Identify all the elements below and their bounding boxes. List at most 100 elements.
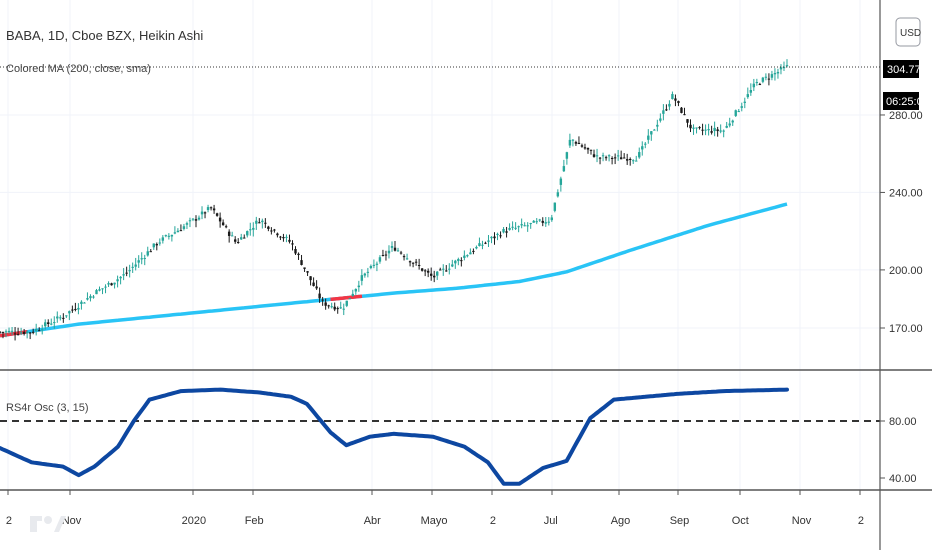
candle-down xyxy=(665,109,668,111)
candle-down xyxy=(689,124,692,129)
osc-line xyxy=(0,387,789,486)
candle-up xyxy=(366,271,370,273)
candle-up xyxy=(137,260,140,263)
candle-up xyxy=(707,129,710,131)
candle-up xyxy=(19,332,23,334)
candle-up xyxy=(728,123,731,126)
candle-up xyxy=(659,118,662,121)
candle-up xyxy=(360,275,364,281)
candles xyxy=(0,59,789,341)
candle-down xyxy=(592,154,596,157)
candle-down xyxy=(484,242,487,244)
candle-down xyxy=(580,145,584,147)
candle-down xyxy=(433,275,436,278)
price-axis[interactable]: 170.00 200.00 240.00 280.00 40.00 80.00 xyxy=(880,110,923,485)
candle-up xyxy=(372,264,376,266)
candle-up xyxy=(463,255,466,258)
time-tick-label: Jul xyxy=(544,515,558,527)
candle-down xyxy=(716,129,719,132)
osc-tick-label: 80.00 xyxy=(889,416,917,428)
candle-up xyxy=(80,301,83,304)
candle-up xyxy=(173,232,177,234)
candle-down xyxy=(1,332,5,334)
candle-down xyxy=(276,233,279,236)
candle-down xyxy=(110,283,113,286)
candle-down xyxy=(426,270,430,273)
candle-up xyxy=(357,285,361,288)
currency-button[interactable] xyxy=(895,17,921,47)
candle-up xyxy=(638,152,641,158)
candle-up xyxy=(246,231,249,236)
candle-up xyxy=(167,235,171,237)
candle-up xyxy=(601,155,605,157)
candle-down xyxy=(686,119,689,123)
candle-up xyxy=(785,65,789,67)
candle-up xyxy=(98,289,101,291)
candle-up xyxy=(448,268,451,270)
candle-up xyxy=(83,302,86,304)
time-axis[interactable]: 2 Nov 2020 Feb Abr Mayo 2 Jul Ago Sep Oct Nov 2 xyxy=(6,490,864,527)
candle-up xyxy=(140,258,143,260)
candle-up xyxy=(559,178,563,185)
candle-down xyxy=(62,317,65,319)
candle-down xyxy=(622,157,626,159)
candle-down xyxy=(149,251,152,253)
candle-down xyxy=(306,271,309,273)
osc-legend-label[interactable]: RS4r Osc (3, 15) xyxy=(6,402,89,414)
candle-up xyxy=(731,120,734,123)
candle-down xyxy=(47,322,50,325)
candle-up xyxy=(650,131,653,135)
candle-down xyxy=(209,207,213,209)
candle-up xyxy=(65,315,68,317)
candle-down xyxy=(233,239,237,242)
candle-down xyxy=(683,114,686,116)
symbol-title[interactable]: BABA, 1D, Cboe BZX, Heikin Ashi xyxy=(6,28,203,43)
price-tick-label: 280.00 xyxy=(889,110,923,122)
candle-down xyxy=(264,222,267,224)
price-tick-label: 240.00 xyxy=(889,187,923,199)
candle-down xyxy=(698,127,701,129)
candle-up xyxy=(134,264,137,267)
candle-up xyxy=(95,290,98,295)
time-tick-label: Abr xyxy=(364,515,381,527)
candle-down xyxy=(74,308,77,310)
candle-up xyxy=(342,308,345,310)
ma-legend-label[interactable]: Colored MA (200, close, sma) xyxy=(6,63,151,75)
candle-up xyxy=(185,223,189,225)
candle-down xyxy=(22,332,26,334)
time-tick-label: 2 xyxy=(490,515,496,527)
candle-down xyxy=(37,330,41,332)
candle-down xyxy=(604,157,608,159)
candle-up xyxy=(369,266,373,269)
candle-up xyxy=(508,228,511,230)
candle-down xyxy=(411,262,415,264)
time-tick-label: Feb xyxy=(245,515,264,527)
candle-down xyxy=(303,267,306,269)
candle-up xyxy=(740,106,743,108)
candle-up xyxy=(442,268,445,270)
candle-up xyxy=(161,237,165,241)
candle-down xyxy=(583,147,587,149)
candle-up xyxy=(550,217,554,221)
time-tick-label: Mayo xyxy=(421,515,448,527)
candle-down xyxy=(258,222,261,224)
candle-down xyxy=(589,149,593,151)
candle-up xyxy=(143,258,146,260)
candle-up xyxy=(538,219,541,221)
candle-up xyxy=(737,111,740,113)
candle-up xyxy=(285,236,288,238)
candle-up xyxy=(466,255,469,257)
candle-down xyxy=(710,131,713,133)
candle-up xyxy=(354,288,358,292)
candle-down xyxy=(758,84,762,86)
candle-down xyxy=(0,331,2,333)
candle-down xyxy=(767,78,771,80)
candle-down xyxy=(541,220,544,223)
candle-down xyxy=(393,247,397,251)
candle-down xyxy=(472,250,475,252)
candle-up xyxy=(490,236,493,239)
candle-up xyxy=(529,223,532,225)
candle-down xyxy=(16,334,20,336)
candle-down xyxy=(270,230,273,232)
